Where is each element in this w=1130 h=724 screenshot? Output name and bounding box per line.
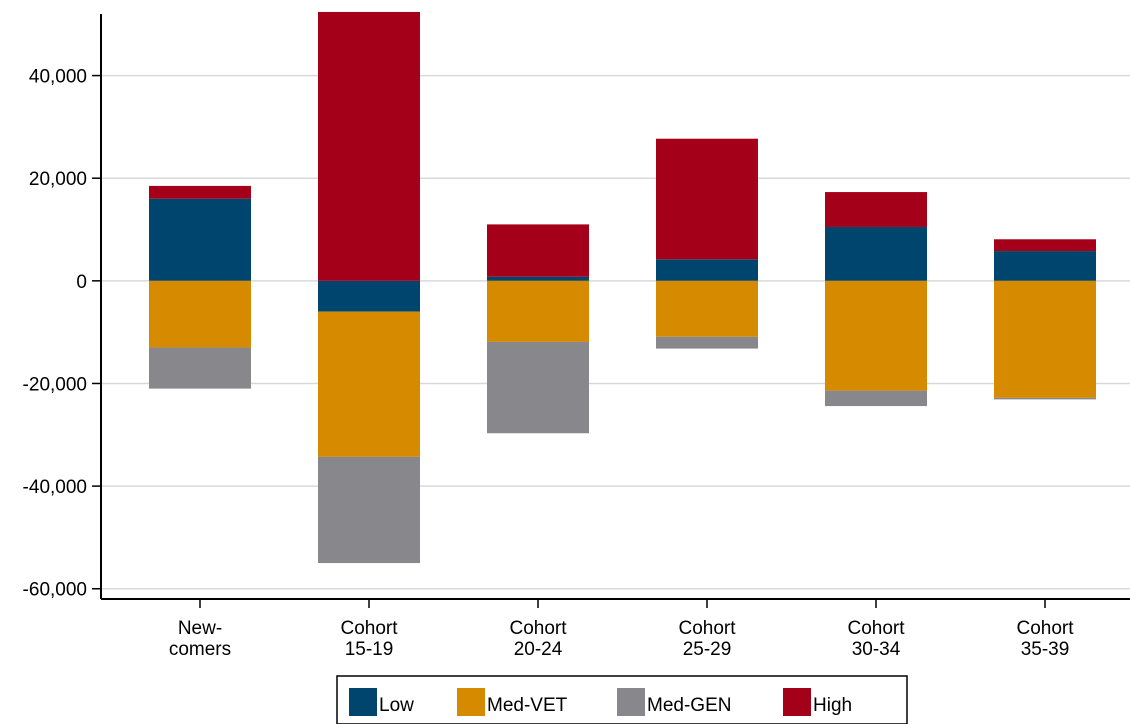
x-tick-label: Cohort 20-24 [509,618,567,660]
bar-med-vet-5 [825,280,927,391]
legend-swatch-med-gen [617,688,645,716]
x-tick-label: Cohort 30-34 [847,618,905,660]
legend-label-low: Low [379,695,414,716]
bar-med-vet-3 [487,280,589,342]
bar-med-vet-4 [656,280,758,337]
bar-high-5 [825,192,927,227]
y-axis-ticks: 40,000 20,000 0 -20,000 -40,000 -60,000 [23,67,101,601]
bar-high-6 [994,239,1096,252]
bar-med-gen-3 [487,341,589,434]
bar-low-2 [318,280,420,312]
y-tick-label: -20,000 [23,374,87,395]
bars [149,11,1096,564]
x-tick-label: New-comers [169,618,231,660]
legend-swatch-low [349,688,377,716]
y-tick-label: -40,000 [23,477,87,498]
x-tick-label: Cohort 35-39 [1016,618,1074,660]
y-tick-label: 40,000 [29,67,87,88]
bar-med-gen-2 [318,456,420,564]
bar-med-gen-5 [825,390,927,407]
bar-low-3 [487,276,589,281]
bar-med-vet-1 [149,280,251,348]
bar-high-4 [656,138,758,260]
y-tick-label: 0 [76,272,87,293]
legend-label-high: High [813,695,852,716]
bar-med-vet-2 [318,311,420,457]
grid-lines [101,74,1130,590]
x-axis-labels: New-comers Cohort 15-19 Cohort 20-24 Cohort 25… [169,599,1074,660]
bar-low-6 [994,251,1096,281]
x-tick-label: Cohort 15-19 [340,618,398,660]
y-tick-label: 20,000 [29,169,87,190]
bar-high-3 [487,224,589,277]
legend-label-med-vet: Med-VET [487,695,568,716]
bar-med-gen-1 [149,347,251,389]
legend-swatch-med-vet [457,688,485,716]
legend-label-med-gen: Med-GEN [647,695,731,716]
bar-high-1 [149,185,251,199]
legend-swatch-high [783,688,811,716]
bar-low-5 [825,226,927,281]
bar-high-2 [318,11,420,281]
bar-low-4 [656,259,758,281]
bar-med-gen-6 [994,397,1096,400]
bar-med-gen-4 [656,336,758,349]
bar-low-1 [149,198,251,281]
legend: Low Med-VET Med-GEN High [336,675,908,724]
y-tick-label: -60,000 [23,580,87,601]
x-tick-label: Cohort 25-29 [678,618,736,660]
bar-med-vet-6 [994,280,1096,398]
